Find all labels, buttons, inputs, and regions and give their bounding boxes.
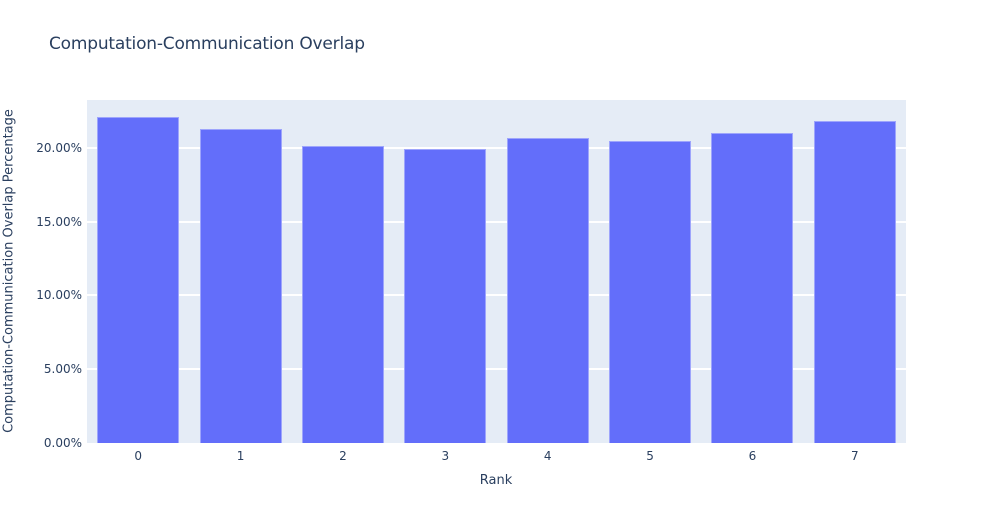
bar-rank-2[interactable] [301,146,384,443]
x-tick-label: 1 [236,449,245,463]
y-tick-label: 0.00% [43,436,82,450]
y-tick-label: 10.00% [36,288,82,303]
chart-title: Computation-Communication Overlap [49,34,365,54]
bar-rank-5[interactable] [609,140,691,443]
x-tick-label: 3 [441,449,450,463]
bar-rank-3[interactable] [404,149,487,443]
gridline [87,294,906,297]
gridline [87,220,906,223]
bar-rank-4[interactable] [506,137,589,443]
x-tick-label: 4 [543,449,552,463]
x-tick-label: 2 [339,449,347,463]
x-tick-label: 6 [748,449,757,463]
x-tick-label: 7 [850,449,859,463]
y-axis-title: Computation-Communication Overlap Percen… [1,109,17,433]
y-tick-label: 20.00% [36,140,82,155]
bar-rank-0[interactable] [97,116,180,443]
x-tick-label: 0 [134,449,142,463]
gridline [87,146,906,149]
bar-rank-6[interactable] [711,133,794,443]
bar-rank-7[interactable] [813,121,896,443]
bar-rank-1[interactable] [199,128,282,443]
x-axis-title: Rank [479,473,513,488]
x-tick-label: 5 [646,449,654,463]
plot-area [87,100,906,443]
y-tick-label: 15.00% [36,214,82,229]
gridline [87,368,906,371]
y-tick-label: 5.00% [43,362,82,377]
